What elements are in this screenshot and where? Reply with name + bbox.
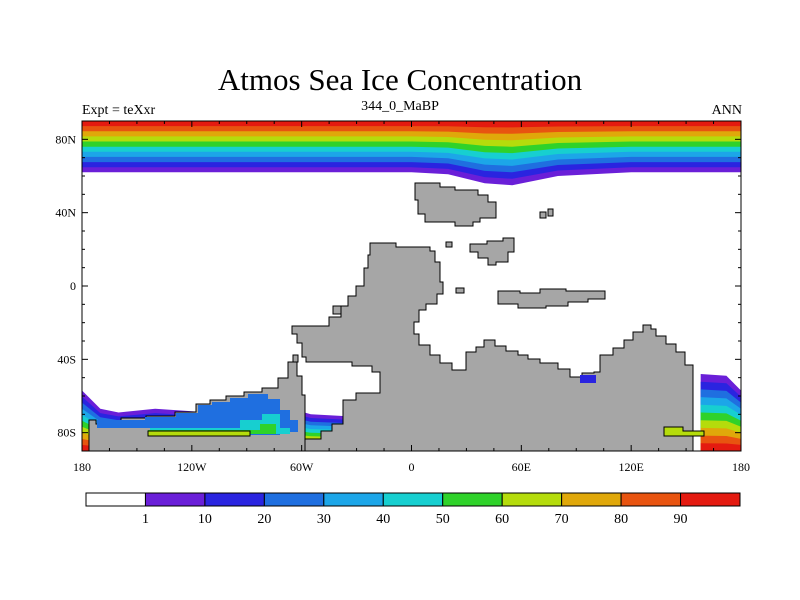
colorbar-swatch <box>85 492 146 507</box>
y-tick-label: 80N <box>55 132 76 146</box>
x-tick-label: 120E <box>618 460 643 474</box>
y-tick-label: 40S <box>57 352 76 366</box>
ice-shelf-west-band-2 <box>150 414 290 434</box>
y-tick-label: 80S <box>57 426 76 440</box>
sea-ice-north <box>82 121 741 186</box>
land-small-island-e <box>332 305 342 315</box>
ice-shelf-west-band-4 <box>147 430 251 437</box>
x-tick-label: 0 <box>409 460 415 474</box>
land-small-island-a <box>539 211 547 219</box>
land-arabia-block <box>469 237 515 266</box>
colorbar-swatch <box>323 492 384 507</box>
ice-shelf-east-patch <box>663 426 705 437</box>
land-india-block <box>497 288 606 309</box>
colorbar: 1 10 20 30 40 50 60 70 80 90 <box>85 492 741 527</box>
land-small-island-b <box>547 208 554 217</box>
y-axis: 80N 40N 0 40S 80S <box>55 120 741 452</box>
colorbar-label: 30 <box>317 512 331 527</box>
x-axis: 180 120W 60W 0 60E 120E 180 <box>73 121 750 474</box>
colorbar-swatch <box>204 492 265 507</box>
colorbar-label: 90 <box>674 512 688 527</box>
colorbar-swatch <box>144 492 206 507</box>
colorbar-label: 40 <box>376 512 390 527</box>
colorbar-swatch <box>382 492 444 507</box>
colorbar-swatch <box>442 492 503 507</box>
map-title: Atmos Sea Ice Concentration <box>217 62 583 97</box>
land-main-continent <box>291 242 694 451</box>
y-tick-label: 0 <box>70 279 76 293</box>
colorbar-label: 20 <box>257 512 271 527</box>
colorbar-label: 1 <box>142 512 149 527</box>
colorbar-swatch <box>263 492 325 507</box>
x-tick-label: 120W <box>177 460 207 474</box>
map-subtitle: 344_0_MaBP <box>361 99 439 114</box>
ice-band-south-east-90 <box>700 443 741 451</box>
experiment-label: Expt = teXxr <box>82 103 156 118</box>
land-small-island-f <box>292 354 299 363</box>
colorbar-swatch <box>561 492 622 507</box>
x-tick-label: 180 <box>732 460 750 474</box>
ice-east-blue-strip <box>580 375 596 383</box>
colorbar-swatch <box>501 492 563 507</box>
colorbar-swatch <box>620 492 682 507</box>
x-tick-label: 60W <box>290 460 314 474</box>
y-tick-label: 40N <box>55 206 76 220</box>
colorbar-label: 50 <box>436 512 450 527</box>
season-label: ANN <box>711 103 742 118</box>
x-tick-label: 180 <box>73 460 91 474</box>
sea-ice-on-southern-shelf <box>97 375 705 437</box>
colorbar-label: 10 <box>198 512 212 527</box>
colorbar-label: 70 <box>555 512 569 527</box>
x-tick-label: 60E <box>512 460 531 474</box>
colorbar-label: 60 <box>495 512 509 527</box>
land-eurasia-block <box>414 182 497 227</box>
land-small-island-d <box>455 287 465 294</box>
colorbar-label: 80 <box>614 512 628 527</box>
land-small-island-c <box>445 241 453 248</box>
colorbar-swatch <box>680 492 741 507</box>
